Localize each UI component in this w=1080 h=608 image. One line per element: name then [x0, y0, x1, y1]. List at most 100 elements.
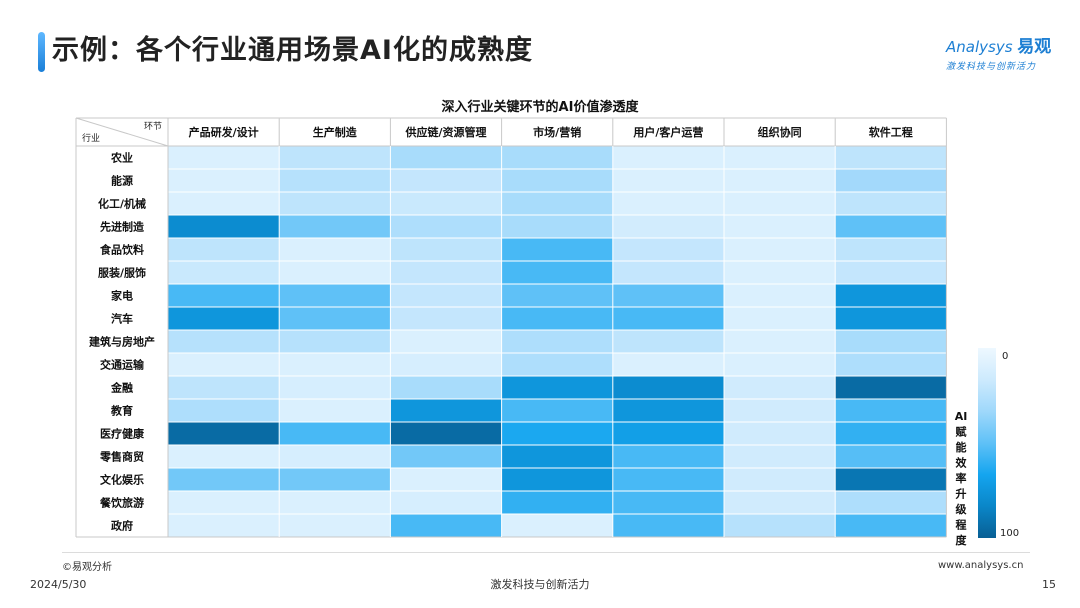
- heatmap-cell: [168, 238, 280, 261]
- heatmap-cell: [279, 330, 391, 353]
- colorbar-min-label: 0: [1002, 351, 1008, 362]
- heatmap-cell: [724, 261, 836, 284]
- heatmap-cell: [835, 422, 947, 445]
- heatmap-cell: [168, 422, 280, 445]
- heatmap-cell: [390, 468, 502, 491]
- heatmap-cell: [724, 192, 836, 215]
- heatmap-cell: [168, 215, 280, 238]
- heatmap-cell: [279, 192, 391, 215]
- heatmap-cell: [724, 307, 836, 330]
- heatmap-cell: [501, 169, 613, 192]
- heatmap-cell: [168, 353, 280, 376]
- column-header: 产品研发/设计: [189, 125, 259, 139]
- heatmap-cell: [612, 376, 724, 399]
- heatmap-cell: [390, 491, 502, 514]
- heatmap-cell: [724, 353, 836, 376]
- heatmap-cell: [390, 353, 502, 376]
- heatmap-cell: [501, 261, 613, 284]
- row-label: 政府: [111, 519, 133, 533]
- heatmap-cell: [501, 422, 613, 445]
- heatmap-cell: [724, 376, 836, 399]
- heatmap-cell: [168, 146, 280, 169]
- heatmap-cell: [501, 284, 613, 307]
- heatmap-cell: [612, 468, 724, 491]
- heatmap-cell: [168, 468, 280, 491]
- heatmap-cell: [501, 468, 613, 491]
- heatmap-cell: [501, 514, 613, 537]
- heatmap-cell: [390, 445, 502, 468]
- column-header: 用户/客户运营: [633, 125, 703, 139]
- heatmap-cell: [835, 215, 947, 238]
- heatmap-cell: [501, 353, 613, 376]
- logo-cn: 易观: [1017, 37, 1052, 57]
- heatmap-cell: [279, 514, 391, 537]
- heatmap-cell: [724, 468, 836, 491]
- heatmap-cell: [390, 169, 502, 192]
- heatmap-cell: [612, 491, 724, 514]
- heatmap-cell: [390, 261, 502, 284]
- heatmap-cell: [612, 399, 724, 422]
- heatmap-cell: [724, 514, 836, 537]
- heatmap-cell: [501, 192, 613, 215]
- heatmap-cell: [279, 376, 391, 399]
- heatmap-cell: [279, 353, 391, 376]
- heatmap-cell: [612, 422, 724, 445]
- heatmap-cell: [835, 169, 947, 192]
- heatmap-cell: [279, 261, 391, 284]
- chart-title: 深入行业关键环节的AI价值渗透度: [441, 100, 639, 115]
- heatmap-cell: [724, 399, 836, 422]
- heatmap-cell: [835, 468, 947, 491]
- column-header: 生产制造: [313, 125, 358, 139]
- analysys-logo: Analysys 易观 激发科技与创新活力: [946, 32, 1066, 72]
- heatmap-cell: [168, 284, 280, 307]
- heatmap-cell: [724, 215, 836, 238]
- heatmap-cell: [390, 422, 502, 445]
- column-header: 软件工程: [869, 125, 913, 139]
- corner-col-label: 环节: [144, 121, 162, 132]
- footer-url[interactable]: www.analysys.cn: [938, 560, 1024, 571]
- heatmap-cell: [612, 330, 724, 353]
- title-accent-bar: [38, 32, 45, 72]
- heatmap-cell: [724, 445, 836, 468]
- heatmap-cell: [835, 376, 947, 399]
- column-header: 市场/营销: [533, 125, 581, 139]
- footer-date: 2024/5/30: [30, 578, 87, 591]
- row-label: 服装/服饰: [98, 266, 146, 280]
- heatmap-cell: [168, 399, 280, 422]
- footer-divider: [62, 552, 1030, 553]
- heatmap-cell: [724, 284, 836, 307]
- heatmap-cell: [835, 330, 947, 353]
- heatmap-cell: [279, 169, 391, 192]
- logo-letter: A: [946, 38, 957, 56]
- heatmap-cell: [835, 399, 947, 422]
- page-number: 15: [1042, 578, 1056, 591]
- heatmap-cell: [835, 238, 947, 261]
- heatmap-cell: [279, 307, 391, 330]
- heatmap-cell: [279, 215, 391, 238]
- heatmap-cell: [501, 399, 613, 422]
- heatmap-cell: [390, 514, 502, 537]
- source-note: ©易观分析: [62, 562, 112, 573]
- heatmap-cell: [612, 514, 724, 537]
- heatmap-cell: [279, 491, 391, 514]
- colorbar: [978, 348, 996, 538]
- heatmap-cell: [390, 146, 502, 169]
- heatmap-cell: [168, 514, 280, 537]
- heatmap-cell: [835, 353, 947, 376]
- heatmap-cell: [835, 192, 947, 215]
- heatmap-cell: [612, 169, 724, 192]
- heatmap-cell: [168, 491, 280, 514]
- heatmap-cell: [279, 468, 391, 491]
- heatmap-cell: [168, 307, 280, 330]
- column-header: 供应链/资源管理: [404, 125, 486, 139]
- heatmap-cell: [501, 238, 613, 261]
- heatmap-cell: [501, 215, 613, 238]
- heatmap-cell: [279, 238, 391, 261]
- row-label: 交通运输: [100, 358, 145, 372]
- row-label: 建筑与房地产: [89, 335, 155, 349]
- corner-row-label: 行业: [82, 132, 100, 144]
- heatmap-cell: [279, 422, 391, 445]
- row-label: 零售商贸: [99, 450, 144, 464]
- heatmap-cell: [612, 238, 724, 261]
- colorbar-label: AI 赋能效率升级程度: [955, 410, 968, 547]
